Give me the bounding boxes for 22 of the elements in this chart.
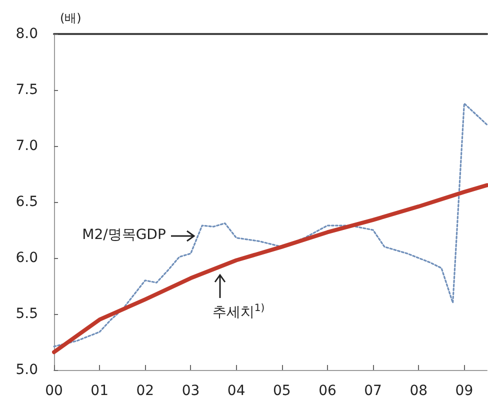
x-tick-label: 09 (455, 383, 474, 399)
x-tick-label: 03 (182, 383, 200, 399)
x-tick-label: 00 (45, 383, 63, 399)
y-tick-label: 5.0 (16, 362, 38, 378)
text: 추세치$^{1)}$ (212, 302, 265, 322)
y-tick-label: 5.5 (16, 306, 38, 322)
line-series (52, 183, 488, 354)
x-tick-label: 06 (318, 383, 336, 399)
y-tick-label: 7.5 (16, 82, 38, 98)
y-axis-title: (배) (60, 10, 82, 27)
y-tick-label: 6.5 (16, 194, 38, 210)
x-tick-label: 07 (364, 383, 382, 399)
x-tick-label: 02 (136, 383, 154, 399)
x-tick-label: 01 (90, 383, 108, 399)
y-tick-label: 6.0 (16, 250, 38, 266)
x-tick-label: 04 (227, 383, 246, 399)
y-tick-label: 8.0 (16, 26, 38, 42)
series-label: M2/명목GDP (82, 226, 166, 244)
x-tick-label: 05 (272, 383, 291, 399)
line-series (53, 102, 488, 348)
x-tick-label: 08 (410, 383, 428, 399)
y-tick-label: 7.0 (16, 138, 38, 154)
